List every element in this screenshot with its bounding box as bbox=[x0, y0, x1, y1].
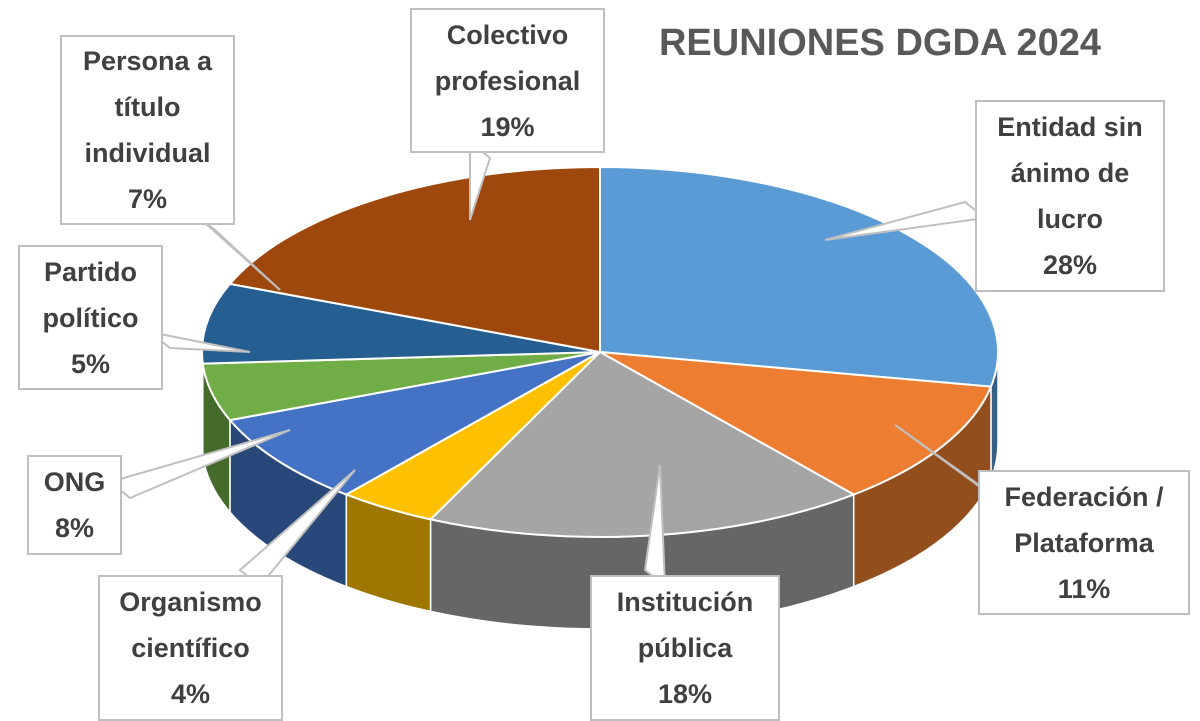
category-label: Entidad sin ánimo de lucro bbox=[997, 112, 1143, 234]
category-label: Partido político bbox=[42, 256, 139, 333]
value-label: 5% bbox=[70, 348, 111, 379]
category-label: Persona a título individual bbox=[82, 46, 213, 168]
data-label: Persona a título individual 7% bbox=[60, 35, 235, 225]
data-label: Federación / Plataforma 11% bbox=[978, 470, 1190, 615]
category-label: Federación / Plataforma bbox=[1004, 481, 1164, 558]
slice bbox=[228, 165, 601, 354]
value-label: 4% bbox=[170, 679, 211, 709]
data-label: Entidad sin ánimo de lucro 28% bbox=[975, 100, 1165, 292]
category-label: Colectivo profesional bbox=[434, 19, 581, 96]
chart-title: REUNIONES DGDA 2024 bbox=[658, 22, 1102, 64]
value-label: 19% bbox=[480, 111, 535, 142]
category-label: ONG bbox=[43, 467, 106, 497]
data-label: Institución pública 18% bbox=[590, 575, 780, 721]
slice bbox=[201, 282, 601, 365]
value-label: 7% bbox=[127, 184, 168, 214]
value-label: 18% bbox=[657, 679, 713, 709]
slice bbox=[599, 165, 999, 388]
category-label: Organismo científico bbox=[119, 587, 262, 663]
slice bbox=[599, 351, 993, 496]
value-label: 8% bbox=[54, 513, 95, 543]
data-label: Partido político 5% bbox=[18, 245, 163, 390]
category-label: Institución pública bbox=[616, 587, 754, 663]
data-label: Colectivo profesional 19% bbox=[410, 8, 605, 153]
value-label: 11% bbox=[1057, 573, 1111, 604]
data-label: ONG 8% bbox=[27, 455, 122, 555]
data-label: Organismo científico 4% bbox=[98, 575, 283, 721]
value-label: 28% bbox=[1042, 250, 1098, 280]
